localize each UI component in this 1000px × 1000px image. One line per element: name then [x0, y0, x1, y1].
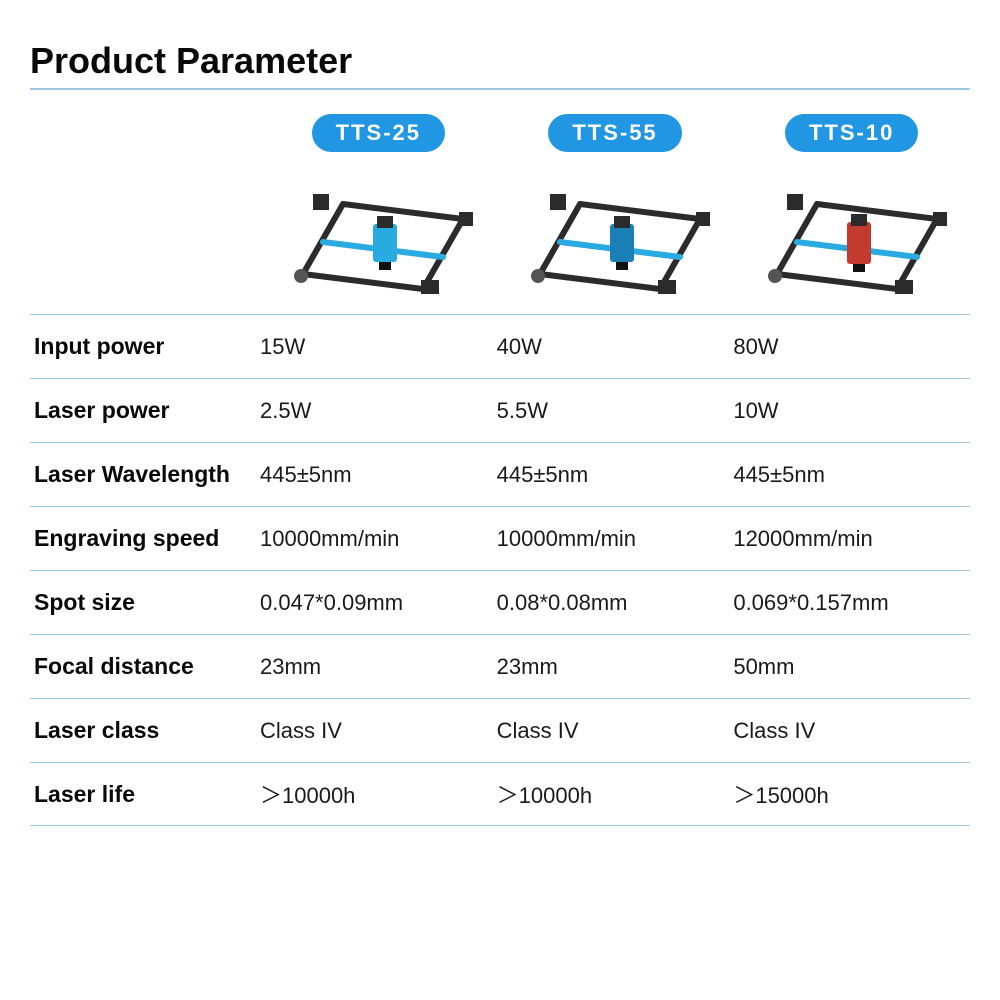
row-label: Laser class: [30, 717, 260, 744]
cell: 0.047*0.09mm: [260, 590, 497, 616]
row-label: Laser life: [30, 781, 260, 808]
cell: 10000mm/min: [260, 526, 497, 552]
product-pill-0: TTS-25: [312, 114, 445, 152]
cell: Class IV: [733, 718, 970, 744]
cell: 12000mm/min: [733, 526, 970, 552]
product-pill-1: TTS-55: [548, 114, 681, 152]
product-image-1: [510, 164, 720, 304]
laser-module-icon: [610, 216, 634, 270]
cell: 0.069*0.157mm: [733, 590, 970, 616]
cell: Class IV: [497, 718, 734, 744]
cell: ＞15000h: [733, 778, 970, 810]
engraver-icon: [273, 164, 483, 304]
product-image-0: [273, 164, 483, 304]
table-row: Laser Wavelength 445±5nm 445±5nm 445±5nm: [30, 442, 970, 506]
cell: 5.5W: [497, 398, 734, 424]
table-row: Laser class Class IV Class IV Class IV: [30, 698, 970, 762]
page-title: Product Parameter: [30, 40, 970, 90]
product-pill-2: TTS-10: [785, 114, 918, 152]
cell: 0.08*0.08mm: [497, 590, 734, 616]
table-row: Engraving speed 10000mm/min 10000mm/min …: [30, 506, 970, 570]
product-col-2: TTS-10: [733, 114, 970, 304]
engraver-icon: [747, 164, 957, 304]
products-header-row: TTS-25: [30, 114, 970, 304]
laser-module-icon: [373, 216, 397, 270]
laser-module-icon: [847, 214, 871, 272]
cell: 80W: [733, 334, 970, 360]
product-image-2: [747, 164, 957, 304]
cell: 445±5nm: [733, 462, 970, 488]
engraver-icon: [510, 164, 720, 304]
product-col-0: TTS-25: [260, 114, 497, 304]
cell: 40W: [497, 334, 734, 360]
row-label: Spot size: [30, 589, 260, 616]
table-row: Input power 15W 40W 80W: [30, 314, 970, 378]
cell: ＞10000h: [260, 778, 497, 810]
product-col-1: TTS-55: [497, 114, 734, 304]
table-row: Spot size 0.047*0.09mm 0.08*0.08mm 0.069…: [30, 570, 970, 634]
cell: Class IV: [260, 718, 497, 744]
cell: 10000mm/min: [497, 526, 734, 552]
table-row: Laser power 2.5W 5.5W 10W: [30, 378, 970, 442]
cell: 15W: [260, 334, 497, 360]
spec-table: Input power 15W 40W 80W Laser power 2.5W…: [30, 314, 970, 826]
cell: 10W: [733, 398, 970, 424]
row-label: Laser power: [30, 397, 260, 424]
cell: 2.5W: [260, 398, 497, 424]
page: Product Parameter TTS-25: [0, 0, 1000, 846]
cell: 50mm: [733, 654, 970, 680]
table-row: Focal distance 23mm 23mm 50mm: [30, 634, 970, 698]
row-label: Engraving speed: [30, 525, 260, 552]
cell: 445±5nm: [260, 462, 497, 488]
table-row: Laser life ＞10000h ＞10000h ＞15000h: [30, 762, 970, 826]
cell: 23mm: [497, 654, 734, 680]
row-label: Laser Wavelength: [30, 461, 260, 488]
row-label: Input power: [30, 333, 260, 360]
cell: 445±5nm: [497, 462, 734, 488]
row-label: Focal distance: [30, 653, 260, 680]
cell: ＞10000h: [497, 778, 734, 810]
cell: 23mm: [260, 654, 497, 680]
